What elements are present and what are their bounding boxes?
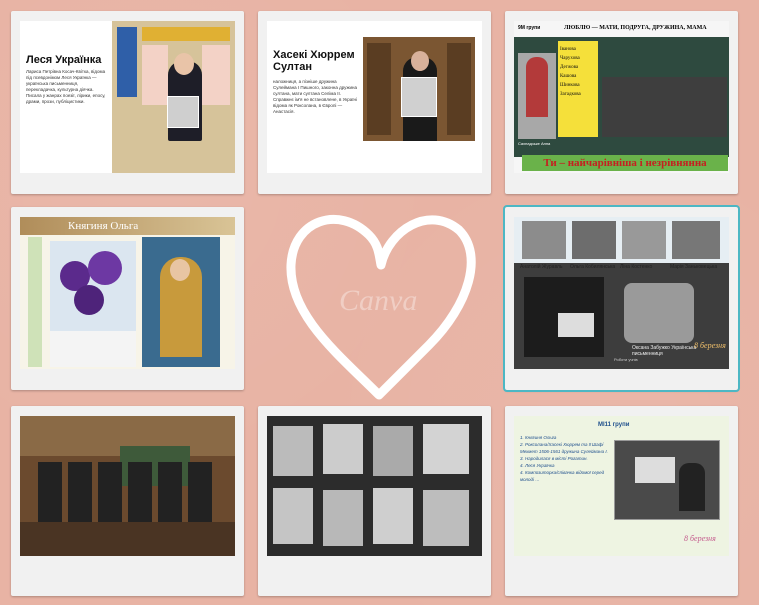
caption-3: Ліна Костенко	[620, 264, 653, 270]
slide-card-1[interactable]: Леся Українка Лариса Петрівна Косач-Квіт…	[11, 11, 244, 194]
slide-card-3[interactable]: 9М групи ЛЮБЛЮ — МАТИ, ПОДРУГА, ДРУЖИНА,…	[505, 11, 738, 194]
caption-2: Ольга Кобилянська	[570, 264, 616, 270]
slide-card-9[interactable]: МІ11 групи 1. Княгиня Ольга 2. Роксолана…	[505, 406, 738, 596]
slide-body: наложниця, а пізніше дружина Сулеймана I…	[273, 79, 357, 114]
slide-title: Леся Українка	[26, 54, 102, 66]
watermark-text: Canva	[339, 284, 417, 317]
heart-icon: Canva	[286, 214, 476, 400]
slide-body: Лариса Петрівна Косач-Квітка, відома під…	[26, 69, 106, 104]
caption-1: Анатолій Журавль	[520, 264, 563, 270]
slide-photo	[614, 440, 720, 520]
footer-text: Роботи учнів	[614, 357, 638, 362]
slide-card-2[interactable]: Хасекі Хюррем Султан наложниця, а пізніш…	[258, 11, 491, 194]
slide-photo-bg	[363, 37, 475, 141]
slide-card-4[interactable]: Княгиня Ольга	[11, 207, 244, 390]
slide-card-5[interactable]: Анатолій Журавль Ольга Кобилянська Ліна …	[503, 205, 740, 392]
items-list: 1. Княгиня Ольга 2. Роксолана/Хасекі Хюр…	[520, 435, 608, 482]
slide-title: Хасекі Хюррем Султан	[273, 49, 355, 73]
slide-photo-bg	[112, 21, 235, 173]
group-label: 9М групи	[518, 25, 541, 31]
caption-4: Марія Заньковецька	[670, 264, 718, 270]
flower-photo	[50, 241, 136, 367]
slide-card-6[interactable]	[11, 406, 244, 596]
slide-title: Княгиня Ольга	[68, 220, 139, 232]
decor-strip	[28, 237, 42, 367]
slide-heading: ЛЮБЛЮ — МАТИ, ПОДРУГА, ДРУЖИНА, МАМА	[564, 25, 707, 31]
group-label: МІ11 групи	[598, 422, 630, 428]
names-list: Іванова Чарухова Дегжова Кашова Шинкова …	[560, 47, 581, 97]
bottom-caption: Оксана Забужко Українська письменниця	[632, 345, 697, 357]
portrait-photo	[142, 237, 220, 367]
slide-photo-bg	[514, 37, 729, 157]
slide-banner: Ти – найчарівніша і незрівнянна	[522, 155, 728, 171]
slide-card-7[interactable]	[258, 406, 491, 596]
photo-caption: Сахнадзьке Анна	[518, 141, 551, 146]
title-bar	[20, 217, 235, 235]
march-mark: 8 березня	[694, 341, 726, 350]
march-mark: 8 березня	[684, 534, 716, 543]
